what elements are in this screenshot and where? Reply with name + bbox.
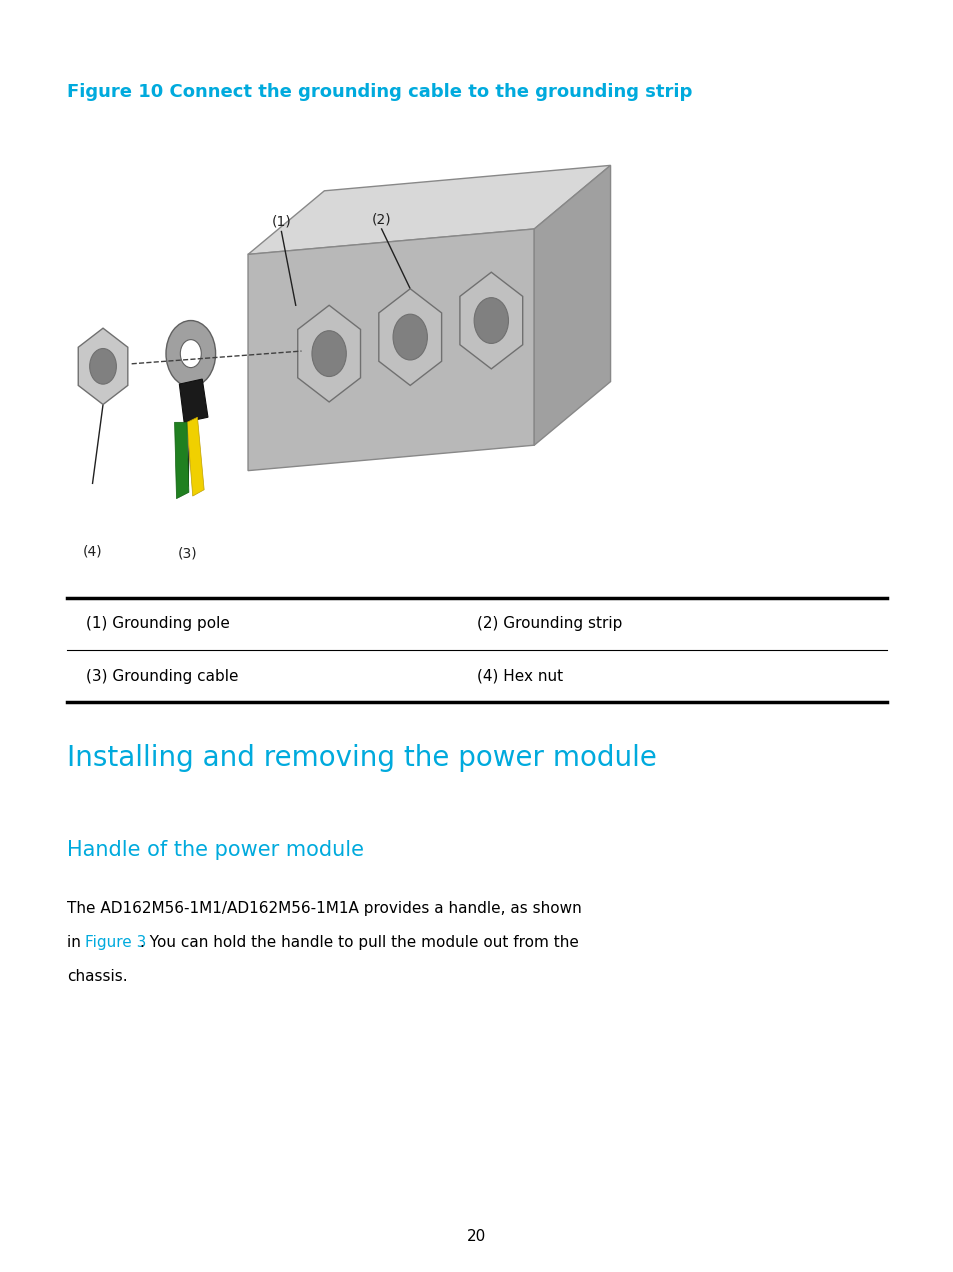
Polygon shape [179, 379, 208, 422]
Text: Figure 10 Connect the grounding cable to the grounding strip: Figure 10 Connect the grounding cable to… [67, 83, 692, 100]
Polygon shape [248, 165, 610, 254]
Text: (3): (3) [178, 547, 197, 561]
Text: The AD162M56-1M1/AD162M56-1M1A provides a handle, as shown: The AD162M56-1M1/AD162M56-1M1A provides … [67, 901, 581, 916]
Circle shape [393, 314, 427, 360]
Text: 20: 20 [467, 1229, 486, 1244]
Text: Figure 3: Figure 3 [85, 935, 146, 950]
Polygon shape [174, 422, 189, 499]
Text: (1): (1) [272, 215, 291, 229]
Polygon shape [187, 417, 204, 496]
Text: (1) Grounding pole: (1) Grounding pole [86, 617, 230, 631]
Circle shape [180, 340, 201, 368]
Polygon shape [459, 272, 522, 369]
Circle shape [166, 321, 215, 387]
Polygon shape [78, 328, 128, 404]
Text: in: in [67, 935, 86, 950]
Text: . You can hold the handle to pull the module out from the: . You can hold the handle to pull the mo… [140, 935, 578, 950]
Circle shape [312, 331, 346, 377]
Text: (3) Grounding cable: (3) Grounding cable [86, 669, 238, 683]
Text: Handle of the power module: Handle of the power module [67, 840, 363, 860]
Circle shape [474, 298, 508, 343]
Polygon shape [297, 305, 360, 402]
Text: Installing and removing the power module: Installing and removing the power module [67, 744, 656, 772]
Text: (2) Grounding strip: (2) Grounding strip [476, 617, 621, 631]
Text: chassis.: chassis. [67, 969, 128, 985]
Polygon shape [248, 229, 534, 471]
Text: (2): (2) [372, 212, 391, 226]
Text: (4): (4) [83, 544, 102, 558]
Circle shape [90, 349, 116, 384]
Text: (4) Hex nut: (4) Hex nut [476, 669, 562, 683]
Polygon shape [534, 165, 610, 445]
Polygon shape [378, 289, 441, 385]
